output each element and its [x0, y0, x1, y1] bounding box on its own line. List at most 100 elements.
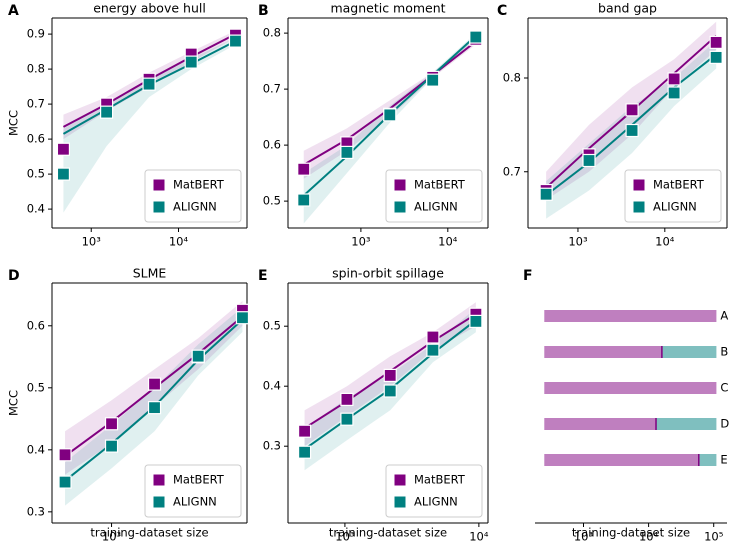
legend-marker: [152, 473, 166, 487]
legend-box: [624, 169, 722, 223]
x-tick-label: 10⁴: [639, 530, 659, 541]
panel-letter: C: [497, 3, 507, 19]
x-axis-label: training-dataset size: [90, 526, 208, 540]
marker: [104, 417, 119, 431]
x-tick-label: 10⁴: [438, 235, 458, 249]
marker: [235, 311, 250, 325]
marker: [709, 35, 723, 49]
x-tick-label: 10³: [574, 530, 594, 541]
y-tick-label: 0.8: [27, 62, 45, 76]
category-label: C: [720, 381, 728, 395]
marker: [56, 142, 71, 156]
marker: [297, 445, 312, 459]
legend-label: MatBERT: [653, 178, 705, 192]
panel-letter: E: [258, 268, 268, 284]
y-tick-label: 0.4: [27, 442, 45, 456]
legend-label: ALIGNN: [414, 200, 458, 214]
bar-segment: [544, 382, 717, 394]
legend-label: ALIGNN: [653, 200, 697, 214]
marker: [142, 77, 156, 91]
y-tick-label: 0.6: [263, 138, 281, 152]
category-label: D: [720, 417, 729, 431]
marker: [184, 55, 198, 69]
legend-marker: [152, 200, 166, 214]
y-tick-label: 0.4: [263, 379, 281, 393]
panel-letter: F: [523, 268, 533, 284]
marker: [104, 439, 119, 453]
marker: [147, 377, 162, 391]
bar-segment: [656, 418, 717, 430]
x-tick-label: 10⁵: [704, 530, 724, 541]
x-axis-label: training-dataset size: [329, 526, 447, 540]
legend-marker: [632, 200, 646, 214]
legend-box: [144, 169, 242, 223]
marker: [340, 412, 354, 426]
marker: [56, 167, 71, 181]
x-tick-label: 10³: [568, 235, 588, 249]
x-tick-label: 10³: [102, 530, 122, 541]
x-tick-label: 10⁴: [169, 235, 189, 249]
marker: [426, 73, 440, 87]
category-label: B: [720, 345, 728, 359]
bar-segment: [544, 310, 717, 322]
marker: [58, 475, 72, 489]
x-tick-label: 10⁴: [655, 235, 675, 249]
y-tick-label: 0.3: [263, 439, 281, 453]
y-axis-label: MCC: [7, 390, 21, 416]
marker: [297, 424, 312, 438]
legend-marker: [393, 495, 407, 509]
marker: [426, 330, 440, 344]
panel-letter: A: [8, 3, 19, 19]
marker: [426, 343, 440, 357]
marker: [191, 349, 205, 363]
x-tick-label: 10³: [351, 235, 371, 249]
marker: [667, 86, 681, 100]
x-axis-label: training-dataset size: [572, 526, 690, 540]
panel-title: SLME: [133, 266, 167, 281]
y-tick-label: 0.5: [27, 167, 45, 181]
legend-label: ALIGNN: [173, 200, 217, 214]
bar-segment: [544, 418, 657, 430]
panel-title: band gap: [598, 1, 657, 16]
marker: [383, 368, 397, 382]
marker: [469, 30, 483, 44]
legend-marker: [393, 473, 407, 487]
panel-title: energy above hull: [93, 1, 206, 16]
marker: [58, 448, 72, 462]
y-tick-label: 0.8: [263, 26, 281, 40]
marker: [100, 105, 114, 119]
marker: [297, 193, 311, 207]
marker: [667, 72, 681, 86]
x-tick-label: 10⁴: [469, 530, 489, 541]
marker: [625, 123, 639, 138]
y-tick-label: 0.4: [27, 202, 45, 216]
legend-label: MatBERT: [414, 473, 466, 487]
marker: [539, 187, 553, 201]
marker: [582, 153, 596, 168]
y-tick-label: 0.7: [263, 82, 281, 96]
y-tick-label: 0.9: [27, 27, 45, 41]
marker: [297, 162, 311, 176]
bar-segment: [544, 346, 662, 358]
marker: [228, 34, 243, 48]
y-tick-label: 0.6: [27, 318, 45, 332]
y-tick-label: 0.7: [27, 97, 45, 111]
category-label: E: [720, 453, 727, 467]
legend-label: MatBERT: [173, 178, 225, 192]
confidence-band: [63, 37, 236, 213]
marker: [383, 384, 397, 398]
bar-segment: [661, 346, 717, 358]
legend-marker: [393, 200, 407, 214]
panel-letter: B: [258, 3, 269, 19]
legend-marker: [152, 178, 166, 192]
marker: [383, 108, 397, 122]
legend-label: ALIGNN: [414, 495, 458, 509]
category-label: A: [720, 309, 728, 323]
y-tick-label: 0.8: [503, 71, 521, 85]
y-tick-label: 0.5: [263, 319, 281, 333]
legend-label: ALIGNN: [173, 495, 217, 509]
marker: [469, 314, 483, 328]
legend-marker: [393, 178, 407, 192]
legend-box: [385, 169, 483, 223]
